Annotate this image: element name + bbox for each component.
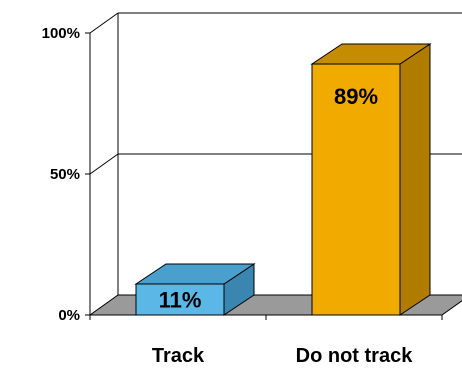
- gridline-side: [89, 153, 119, 175]
- x-tick-label: Do not track: [296, 345, 414, 367]
- bar: [311, 63, 401, 316]
- y-tick-label: 50%: [50, 166, 80, 183]
- gridline-side: [89, 12, 119, 34]
- x-tick-label: Track: [152, 345, 205, 367]
- y-tick-label: 0%: [58, 307, 80, 324]
- data-label: 11%: [159, 287, 202, 312]
- bar: [135, 283, 225, 316]
- data-label: 89%: [334, 84, 378, 109]
- y-tick-label: 100%: [42, 25, 80, 42]
- bar-side: [399, 43, 431, 316]
